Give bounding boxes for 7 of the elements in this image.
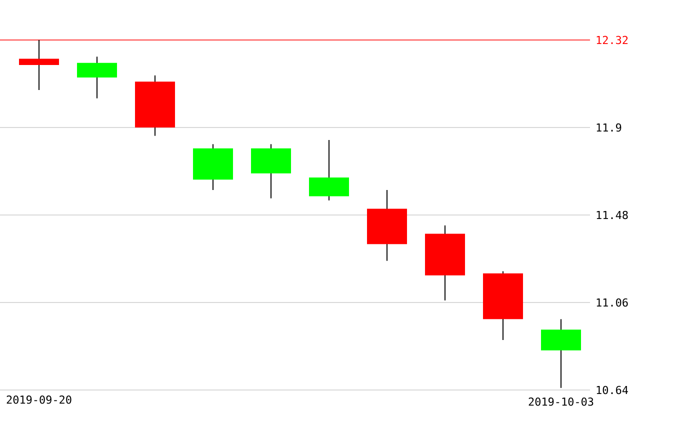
y-tick-label: 11.9 <box>596 123 622 132</box>
y-tick-label: 10.64 <box>596 386 628 394</box>
y-tick-label: 11.06 <box>596 298 628 307</box>
x-tick-label: 2019-10-03 <box>528 398 594 406</box>
x-tick-label: 2019-09-20 <box>6 396 72 404</box>
y-tick-label: 11.48 <box>596 210 628 220</box>
ref-line-label: 12.32 <box>596 36 628 44</box>
